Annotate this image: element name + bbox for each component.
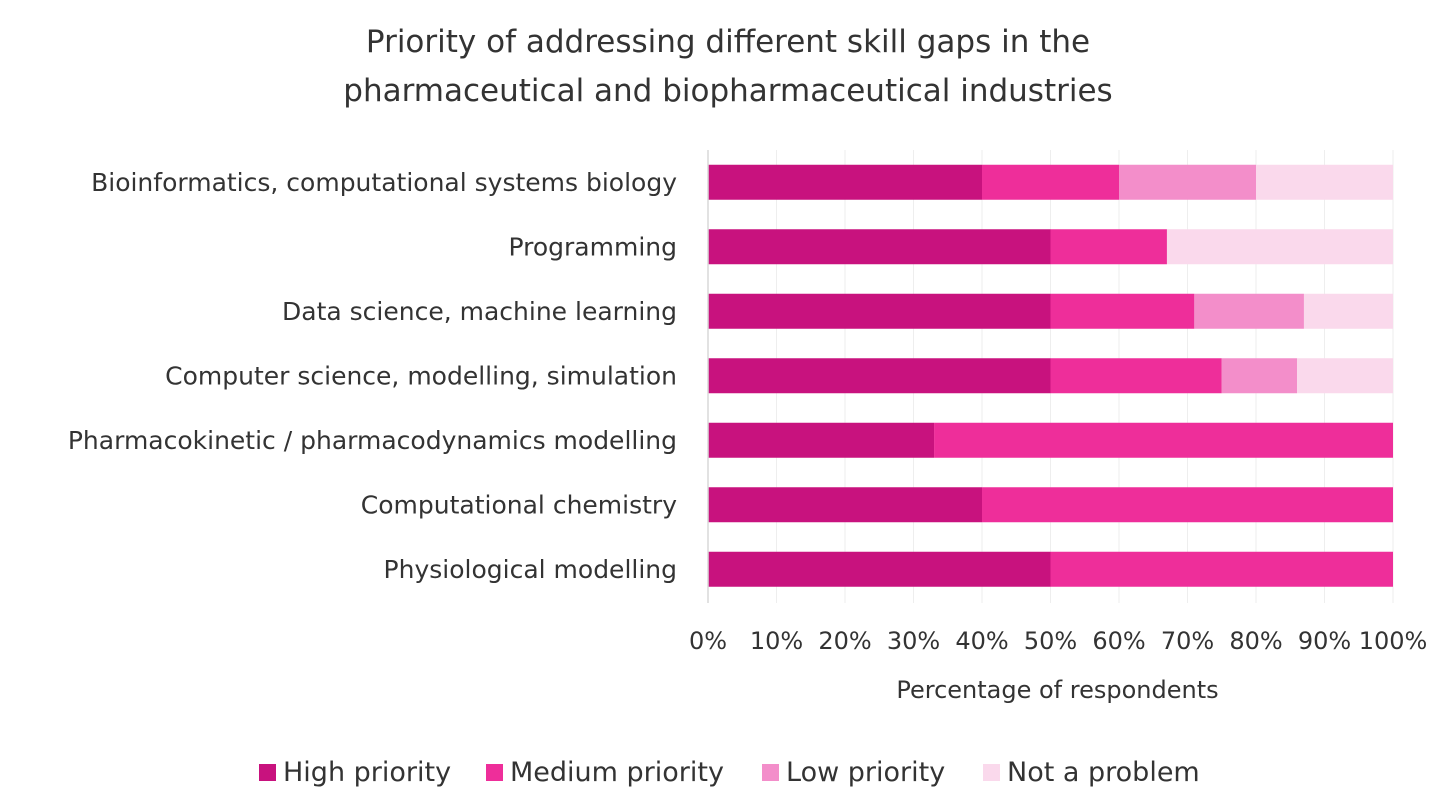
chart-title-line-2: pharmaceutical and biopharmaceutical ind… <box>343 73 1113 109</box>
bar-segment <box>934 422 1393 458</box>
category-label: Computational chemistry <box>361 490 677 519</box>
bar-segment <box>1303 293 1393 329</box>
bar-segment <box>708 487 982 523</box>
x-tick-label: 60% <box>1092 627 1145 655</box>
bar-segment <box>1050 358 1222 394</box>
x-axis-title: Percentage of respondents <box>896 676 1218 704</box>
x-tick-label: 30% <box>887 627 940 655</box>
bar-segment <box>1166 229 1393 265</box>
x-tick-label: 20% <box>818 627 871 655</box>
chart-title: Priority of addressing different skill g… <box>0 18 1456 116</box>
bar-segment <box>1050 229 1167 265</box>
legend-swatch <box>259 763 276 781</box>
bars <box>708 164 1393 587</box>
x-tick-label: 100% <box>1359 627 1428 655</box>
category-label: Physiological modelling <box>384 555 677 584</box>
x-tick-label: 10% <box>750 627 803 655</box>
legend-swatch <box>486 763 503 781</box>
bar-segment <box>708 551 1051 587</box>
bar-segment <box>708 229 1051 265</box>
bar-segment <box>1050 551 1393 587</box>
legend-label: Low priority <box>786 756 946 788</box>
bar-segment <box>1221 358 1298 394</box>
legend-item: High priority <box>259 752 451 792</box>
legend-item: Not a problem <box>983 752 1200 792</box>
category-label: Data science, machine learning <box>282 297 677 326</box>
x-tick-labels: 0% 10% 20% 30% 40% 50% 60% 70% 80% 90% 100% <box>689 627 1427 655</box>
legend-swatch <box>983 763 1000 781</box>
legend-item: Low priority <box>762 752 945 792</box>
x-tick-label: 40% <box>955 627 1008 655</box>
bar-segment <box>708 422 935 458</box>
bar-segment <box>982 487 1393 523</box>
legend: High priority Medium priority Low priority… <box>0 752 1456 792</box>
x-tick-label: 70% <box>1161 627 1214 655</box>
legend-item: Medium priority <box>486 752 724 792</box>
legend-label: Not a problem <box>1007 756 1200 788</box>
chart-title-line-1: Priority of addressing different skill g… <box>365 24 1091 60</box>
category-label: Pharmacokinetic / pharmacodynamics model… <box>68 426 677 455</box>
legend-label: High priority <box>283 756 452 788</box>
bar-segment <box>708 358 1051 394</box>
bar-segment <box>708 164 982 200</box>
x-tick-label: 50% <box>1024 627 1077 655</box>
x-tick-label: 0% <box>689 627 727 655</box>
category-label: Bioinformatics, computational systems bi… <box>91 168 677 197</box>
legend-swatch <box>762 763 779 781</box>
bar-segment <box>1194 293 1304 329</box>
bar-segment <box>708 293 1051 329</box>
x-tick-label: 80% <box>1229 627 1282 655</box>
bar-segment <box>1119 164 1256 200</box>
bar-segment <box>1256 164 1393 200</box>
bar-segment <box>982 164 1119 200</box>
bar-segment <box>1050 293 1195 329</box>
category-labels: Bioinformatics, computational systems bi… <box>68 168 677 584</box>
category-label: Programming <box>509 232 678 261</box>
legend-label: Medium priority <box>510 756 724 788</box>
category-label: Computer science, modelling, simulation <box>165 361 677 390</box>
x-tick-label: 90% <box>1298 627 1351 655</box>
bar-segment <box>1297 358 1393 394</box>
